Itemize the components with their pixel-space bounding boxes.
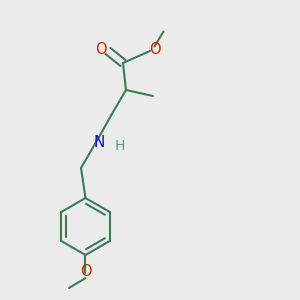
- Text: O: O: [80, 264, 91, 279]
- Text: N: N: [93, 135, 105, 150]
- Text: O: O: [150, 42, 161, 57]
- Text: H: H: [115, 139, 125, 152]
- Text: O: O: [96, 42, 107, 57]
